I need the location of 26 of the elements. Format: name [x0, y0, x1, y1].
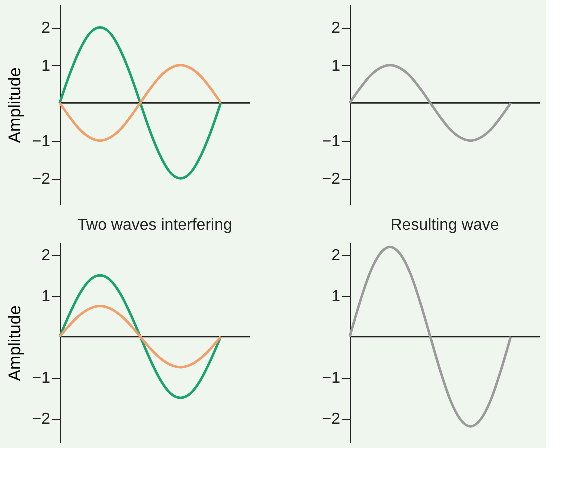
y-tick-label: −2: [322, 171, 341, 188]
y-tick-label: 2: [42, 20, 51, 38]
y-tick-label: −1: [32, 133, 51, 150]
text: Resulting wave: [390, 217, 500, 234]
y-tick-label: 2: [332, 248, 341, 265]
y-tick-label: −1: [322, 133, 341, 150]
y-axis-title: Amplitude: [5, 306, 24, 382]
line-series: [58, 64, 222, 142]
text: Two waves interfering: [78, 217, 232, 234]
y-tick-label: −2: [322, 411, 341, 428]
y-tick-label: 1: [332, 288, 341, 306]
y-tick-label: −2: [32, 411, 51, 428]
y-tick-label: 2: [42, 248, 51, 265]
y-tick-label: −2: [32, 171, 51, 188]
line-series: [58, 274, 222, 400]
y-tick-label: −1: [322, 370, 341, 388]
line-series: [348, 246, 512, 428]
line-series: [58, 305, 222, 369]
y-tick-label: 1: [332, 58, 341, 75]
y-tick-label: 1: [42, 288, 51, 306]
y-axis-title: Amplitude: [5, 68, 24, 144]
y-tick-label: −1: [32, 370, 51, 388]
y-tick-label: 2: [332, 20, 341, 38]
y-tick-label: 1: [42, 58, 51, 75]
line-series: [58, 26, 222, 180]
line-series: [348, 64, 512, 142]
